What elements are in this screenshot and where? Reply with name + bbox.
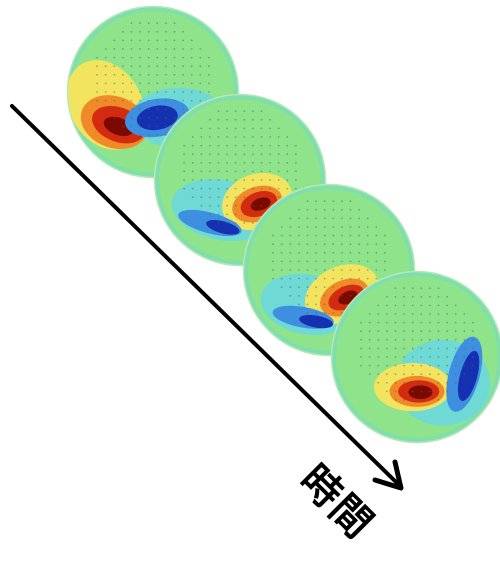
activity-region (408, 385, 432, 399)
topographic-map (331, 271, 500, 443)
time-sequence-diagram (0, 0, 500, 555)
topographic-maps (51, 6, 500, 443)
